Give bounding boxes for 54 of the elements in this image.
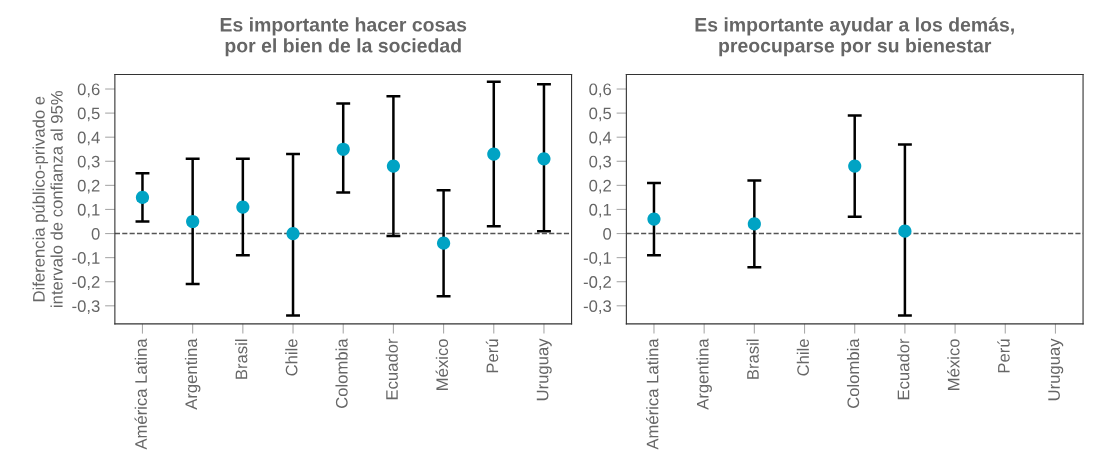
point xyxy=(135,190,150,204)
y-tick-label: -0,3 xyxy=(583,300,612,314)
y-tick-label: 0 xyxy=(603,227,612,240)
x-tick-label: Ecuador xyxy=(385,338,398,400)
x-tick-label: México xyxy=(947,339,960,390)
x-tick-label: Brasil xyxy=(746,339,759,379)
y-tick-label: 0,5 xyxy=(77,107,100,122)
x-tick-label: América Latina xyxy=(134,338,147,450)
x-tick-label: México xyxy=(435,339,449,390)
y-tick-label: 0,2 xyxy=(589,179,611,194)
point xyxy=(747,217,761,231)
y-tick-label: -0,2 xyxy=(72,276,100,290)
x-tick-label: América Latina xyxy=(646,338,659,450)
y-tick-label: 0,5 xyxy=(589,107,612,122)
y-tick-label: -0,1 xyxy=(583,252,611,266)
x-tick-label: Brasil xyxy=(235,339,248,379)
point xyxy=(236,200,250,214)
point xyxy=(537,152,551,166)
point xyxy=(286,226,300,241)
chart-title: Es importante ayudar a los demás, preocuparse por su bienestar xyxy=(695,17,1014,57)
y-tick-label: 0,3 xyxy=(77,155,100,170)
x-tick-label: Argentina xyxy=(696,338,712,410)
x-tick-label: Colombia xyxy=(846,338,860,409)
point xyxy=(487,147,501,161)
y-tick-label: 0,6 xyxy=(77,83,100,98)
x-tick-label: Chile xyxy=(796,339,809,376)
y-tick-label: -0,2 xyxy=(583,276,611,290)
y-tick-label: 0,1 xyxy=(589,203,611,218)
point xyxy=(386,159,400,173)
point xyxy=(848,159,862,173)
x-tick-label: Perú xyxy=(485,339,499,373)
x-tick-label: Chile xyxy=(285,339,298,376)
y-tick-label: 0,4 xyxy=(77,131,100,146)
y-tick-label: 0,1 xyxy=(77,203,100,218)
point xyxy=(647,212,661,226)
y-tick-label: 0,6 xyxy=(589,83,612,98)
y-tick-label: 0,4 xyxy=(589,131,612,146)
y-tick-label: -0,1 xyxy=(72,252,100,266)
x-tick-label: Uruguay xyxy=(536,338,552,401)
x-tick-label: Perú xyxy=(997,339,1010,373)
x-tick-label: Ecuador xyxy=(897,338,910,400)
x-tick-label: Uruguay xyxy=(1048,338,1064,401)
chart-title: Es importante hacer cosas por el bien de la sociedad xyxy=(220,17,467,57)
x-tick-label: Colombia xyxy=(335,338,348,409)
y-tick-label: 0,2 xyxy=(77,179,100,194)
point xyxy=(437,236,451,250)
y-axis-title: Diferencia público-privado e intervalo de confianza al 95% xyxy=(32,90,63,307)
point xyxy=(336,142,350,156)
y-tick-label: -0,3 xyxy=(72,300,100,314)
y-tick-label: 0 xyxy=(91,227,100,240)
y-tick-label: 0,3 xyxy=(589,155,612,170)
point xyxy=(898,224,912,238)
point xyxy=(186,214,200,229)
x-tick-label: Argentina xyxy=(184,338,201,410)
